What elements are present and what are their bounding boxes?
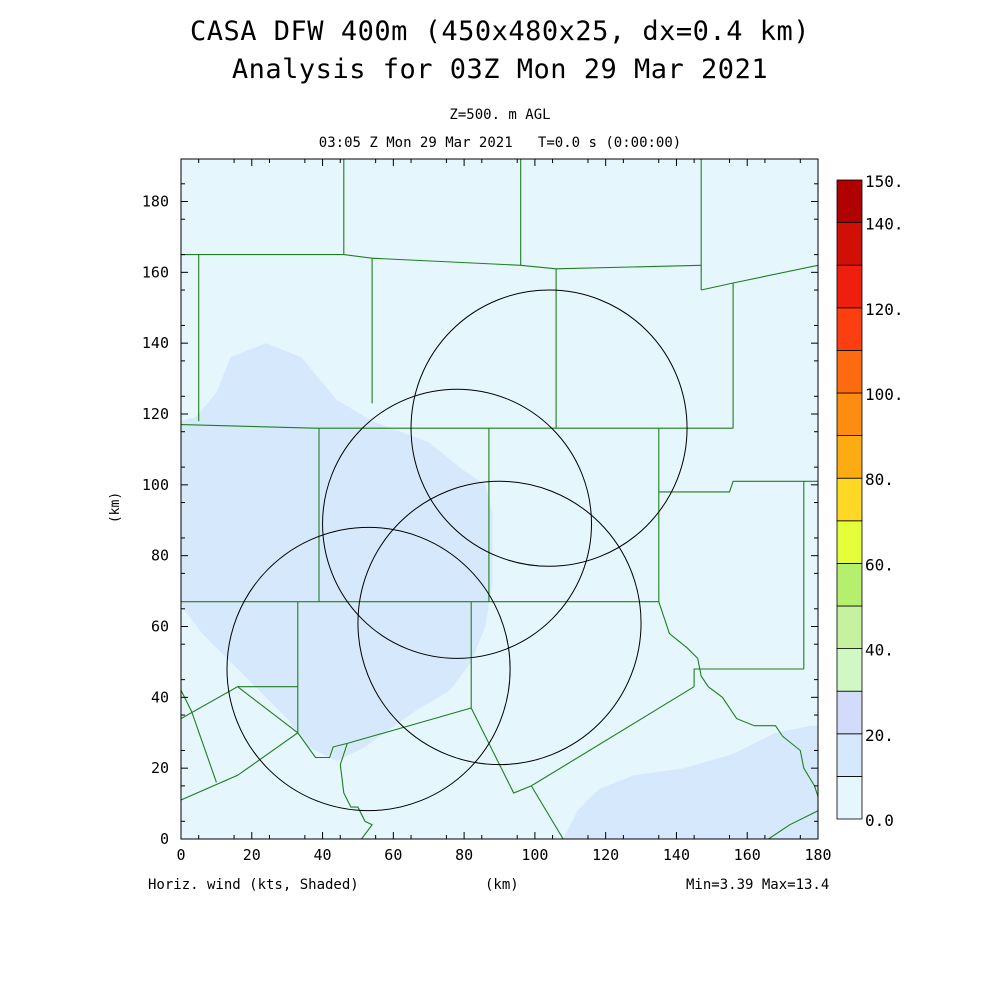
x-tick-label: 120 [592, 846, 619, 864]
radar-ring-2 [226, 526, 511, 812]
colorbar-label: 40. [865, 641, 894, 660]
colorbar-swatch-8 [836, 435, 863, 479]
y-tick-label: 180 [142, 193, 169, 211]
shaded-region-1 [563, 725, 818, 839]
time-label: 03:05 Z Mon 29 Mar 2021 T=0.0 s (0:00:00… [318, 135, 682, 151]
level-label: Z=500. m AGL [449, 107, 551, 123]
chart-title: CASA DFW 400m (450x480x25, dx=0.4 km) [190, 16, 810, 47]
colorbar-swatch-13 [836, 222, 863, 266]
plot-frame [180, 158, 819, 840]
colorbar-label: 80. [865, 470, 894, 489]
x-tick-label: 140 [663, 846, 690, 864]
colorbar-swatch-5 [836, 563, 863, 607]
radar-rings [226, 289, 688, 812]
x-tick-label: 60 [384, 846, 402, 864]
colorbar-swatch-2 [836, 690, 863, 735]
min-max-label: Min=3.39 Max=13.4 [686, 877, 830, 893]
x-tick-label: 100 [521, 846, 548, 864]
county-line-7 [556, 264, 702, 270]
colorbar: 0.0 20. 40. 60. 80. 100. 120. 140. 150. [836, 172, 904, 830]
chart-subtitle: Analysis for 03Z Mon 29 Mar 2021 [231, 54, 769, 85]
colorbar-swatch-9 [836, 392, 863, 436]
county-line-29 [339, 743, 373, 839]
x-axis-label: (km) [485, 877, 519, 893]
x-tick-label: 80 [455, 846, 473, 864]
county-line-28 [768, 810, 818, 839]
colorbar-swatch-0 [836, 776, 863, 820]
colorbar-label: 0.0 [865, 811, 894, 830]
y-tick-label: 160 [142, 263, 169, 281]
county-boundaries [181, 159, 818, 839]
county-line-26 [658, 601, 818, 797]
x-tick-label: 20 [243, 846, 261, 864]
colorbar-label: 60. [865, 555, 894, 574]
colorbar-label: 20. [865, 726, 894, 745]
y-tick-label: 100 [142, 476, 169, 494]
radar-ring-0 [322, 388, 593, 659]
y-tick-label: 60 [151, 618, 169, 636]
county-line-23 [181, 707, 472, 801]
colorbar-label: 140. [865, 215, 904, 234]
shaded-region-0 [181, 343, 493, 762]
colorbar-label: 100. [865, 385, 904, 404]
colorbar-swatch-10 [836, 349, 863, 394]
county-line-27 [693, 668, 804, 687]
field-label: Horiz. wind (kts, Shaded) [148, 877, 359, 893]
colorbar-swatch-12 [836, 264, 863, 309]
x-tick-label: 180 [804, 846, 831, 864]
y-tick-label: 20 [151, 759, 169, 777]
x-tick-label: 40 [314, 846, 332, 864]
axis-ticks: 0 20 40 60 80 100 120 140 160 180 0 20 40 60 80 100 120 1… [142, 159, 832, 864]
colorbar-swatch-6 [836, 520, 863, 564]
y-tick-label: 40 [151, 688, 169, 706]
y-tick-label: 80 [151, 547, 169, 565]
county-line-24 [470, 686, 695, 794]
colorbar-swatch-1 [836, 733, 863, 777]
county-line-25 [530, 785, 564, 839]
colorbar-label: 150. [865, 172, 904, 191]
colorbar-swatch-3 [836, 648, 863, 692]
colorbar-swatch-11 [836, 307, 863, 351]
y-tick-label: 140 [142, 334, 169, 352]
y-tick-label: 120 [142, 405, 169, 423]
colorbar-swatch-4 [836, 605, 863, 649]
county-line-15 [658, 480, 818, 493]
colorbar-swatch-7 [836, 477, 863, 522]
x-tick-label: 160 [734, 846, 761, 864]
county-line-21 [237, 686, 299, 734]
radar-ring-1 [410, 289, 688, 567]
colorbar-label: 120. [865, 300, 904, 319]
county-line-11 [181, 424, 734, 429]
y-tick-label: 0 [160, 830, 169, 848]
colorbar-swatch-14 [836, 179, 863, 223]
x-tick-label: 0 [176, 846, 185, 864]
shaded-regions [181, 343, 818, 839]
radar-ring-3 [357, 480, 642, 766]
